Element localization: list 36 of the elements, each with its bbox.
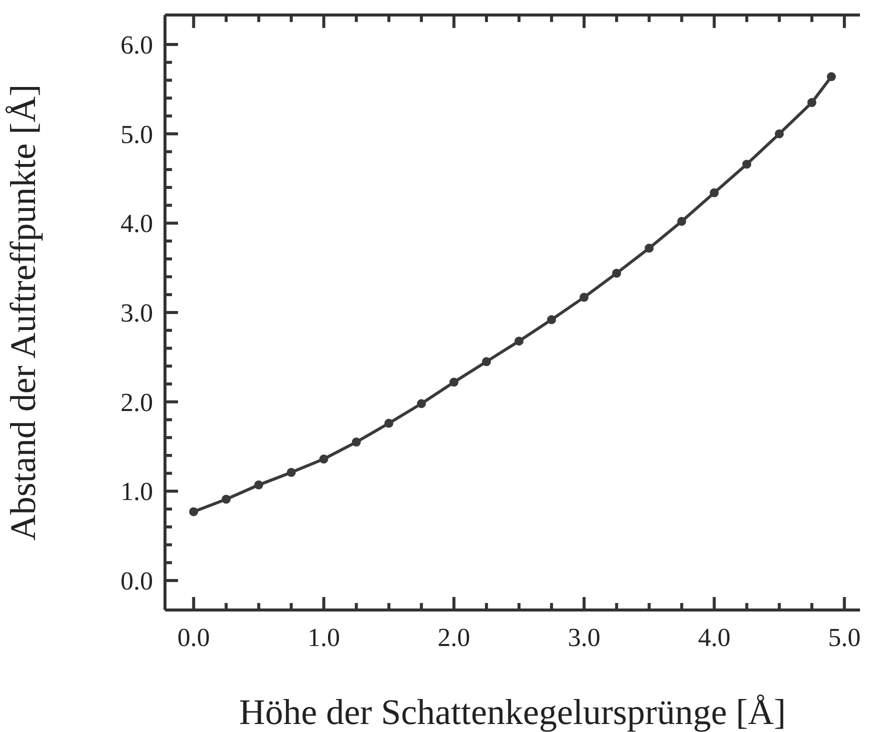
y-tick-label: 4.0 — [120, 209, 153, 238]
y-tick-label: 3.0 — [120, 298, 153, 328]
x-tick-label: 5.0 — [828, 623, 861, 652]
point — [254, 480, 264, 490]
point — [352, 438, 361, 447]
y-tick-label: 2.0 — [120, 388, 153, 417]
point — [384, 418, 394, 428]
y-axis-title: Abstand der Auftreffpunkte [Å] — [2, 84, 43, 541]
y-tick-label: 6.0 — [120, 30, 153, 60]
point — [547, 315, 556, 324]
x-tick-label: 0.0 — [177, 623, 210, 652]
point — [644, 244, 654, 253]
point — [742, 160, 752, 169]
point — [807, 98, 816, 108]
point — [677, 216, 686, 226]
point — [416, 399, 426, 408]
point — [710, 188, 719, 198]
point — [482, 357, 491, 366]
point — [286, 468, 296, 477]
point — [774, 129, 784, 138]
point — [580, 292, 589, 302]
point — [612, 268, 622, 278]
point — [826, 72, 836, 82]
point — [514, 336, 524, 346]
y-tick-label: 5.0 — [120, 120, 153, 149]
y-tick-label: 1.0 — [120, 477, 153, 506]
x-tick-label: 2.0 — [438, 623, 470, 652]
point — [449, 378, 458, 387]
point — [222, 494, 231, 504]
x-axis-title: Höhe der Schattenkegelursprünge [Å] — [239, 692, 786, 732]
point — [189, 507, 198, 516]
point — [319, 454, 328, 464]
x-tick-label: 4.0 — [698, 623, 730, 652]
y-tick-label: 0.0 — [120, 566, 153, 596]
x-tick-label: 3.0 — [568, 623, 600, 652]
x-tick-label: 1.0 — [308, 623, 340, 652]
